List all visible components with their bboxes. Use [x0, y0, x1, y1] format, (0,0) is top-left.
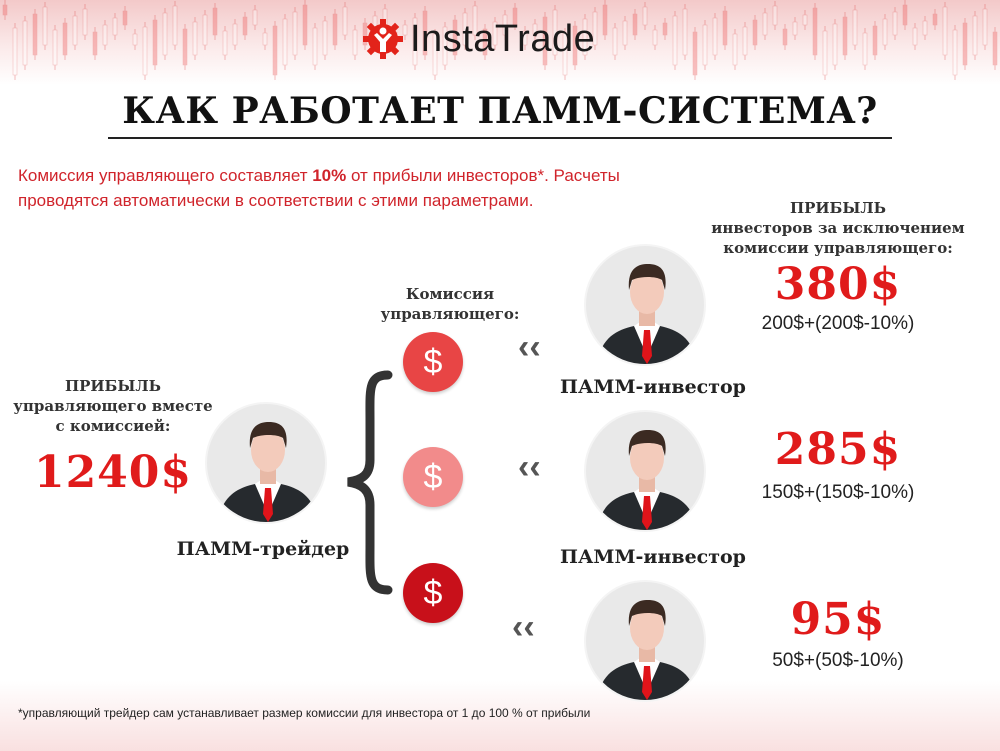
investor-role-label-2: ПАММ-инвестор — [560, 546, 746, 568]
businessman-icon — [596, 264, 698, 364]
footer-background — [0, 681, 1000, 751]
commission-coin-2: $ — [403, 447, 463, 507]
gear-logo-icon — [363, 19, 403, 59]
investors-profit-label: ПРИБЫЛЬ инвесторов за исключением комиссии… — [711, 199, 965, 257]
investor-formula-2: 150$+(150$-10%) — [761, 482, 915, 503]
commission-label: Комиссия управляющего: — [380, 285, 520, 323]
investor-profit-1: 380$ — [774, 259, 902, 310]
trader-profit-label: ПРИБЫЛЬ управляющего вместе с комиссией: — [13, 377, 213, 435]
investor-profit-3: 95$ — [790, 594, 886, 645]
investor-formula-3: 50$+(50$-10%) — [772, 650, 904, 671]
commission-coin-1: $ — [403, 332, 463, 392]
footnote: *управляющий трейдер сам устанавливает р… — [18, 706, 591, 720]
trader-role-label: ПАММ-трейдер — [176, 538, 350, 560]
intro-text: Комиссия управляющего составляет 10% от … — [18, 166, 620, 210]
businessman-icon — [596, 600, 698, 700]
investor-avatar-1 — [584, 244, 706, 366]
investor-formula-1: 200$+(200$-10%) — [761, 313, 915, 334]
businessman-icon — [596, 430, 698, 530]
commission-percent: 10% — [312, 166, 347, 185]
trader-avatar — [205, 402, 327, 524]
chevron-left-icon: ‹‹ — [518, 448, 541, 486]
investor-avatar-3 — [584, 580, 706, 702]
brace-icon — [347, 370, 393, 595]
chevron-left-icon: ‹‹ — [512, 608, 535, 646]
businessman-icon — [217, 422, 319, 522]
trader-profit-amount: 1240$ — [33, 447, 193, 498]
candlestick-decoration — [2, 0, 998, 80]
chevron-left-icon: ‹‹ — [518, 328, 541, 366]
brand-name: InstaTrade — [410, 18, 596, 60]
page-title: КАК РАБОТАЕТ ПАММ-СИСТЕМА? — [122, 90, 878, 132]
investor-avatar-2 — [584, 410, 706, 532]
commission-coin-3: $ — [403, 563, 463, 623]
header-background — [0, 0, 1000, 85]
investor-profit-2: 285$ — [774, 424, 902, 475]
title-underline — [108, 137, 892, 139]
investor-role-label-1: ПАММ-инвестор — [560, 376, 746, 398]
